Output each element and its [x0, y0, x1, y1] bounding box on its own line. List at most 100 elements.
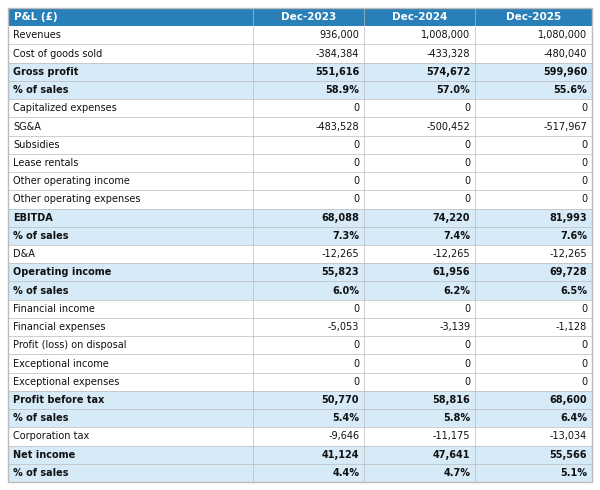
Text: -11,175: -11,175 — [433, 431, 470, 441]
Text: 1,008,000: 1,008,000 — [421, 30, 470, 40]
Text: 6.2%: 6.2% — [443, 286, 470, 295]
Text: Dec-2025: Dec-2025 — [506, 12, 561, 22]
Bar — [8, 372, 592, 391]
Text: 0: 0 — [581, 140, 587, 150]
Text: Financial expenses: Financial expenses — [13, 322, 106, 332]
Text: Dec-2024: Dec-2024 — [392, 12, 448, 22]
Text: 0: 0 — [464, 359, 470, 368]
Bar — [8, 190, 592, 209]
Text: 4.4%: 4.4% — [332, 468, 359, 478]
Text: 7.4%: 7.4% — [443, 231, 470, 241]
Text: 0: 0 — [464, 377, 470, 387]
Text: 5.4%: 5.4% — [332, 413, 359, 423]
Text: 599,960: 599,960 — [543, 67, 587, 77]
Text: 81,993: 81,993 — [550, 213, 587, 222]
Bar — [8, 336, 592, 354]
Text: 6.5%: 6.5% — [560, 286, 587, 295]
Text: 6.0%: 6.0% — [332, 286, 359, 295]
Text: 0: 0 — [353, 158, 359, 168]
Bar — [364, 8, 475, 26]
Text: Exceptional income: Exceptional income — [13, 359, 109, 368]
Bar — [8, 427, 592, 445]
Text: 0: 0 — [464, 158, 470, 168]
Bar — [8, 354, 592, 372]
Bar — [8, 300, 592, 318]
Text: EBITDA: EBITDA — [13, 213, 53, 222]
Text: 0: 0 — [464, 195, 470, 204]
Bar — [8, 26, 592, 45]
Text: 0: 0 — [464, 176, 470, 186]
Text: 0: 0 — [464, 340, 470, 350]
Bar — [8, 8, 253, 26]
Text: -483,528: -483,528 — [316, 122, 359, 131]
Bar — [8, 154, 592, 172]
Text: 0: 0 — [581, 195, 587, 204]
Text: 0: 0 — [464, 304, 470, 314]
Text: -433,328: -433,328 — [427, 49, 470, 59]
Text: -12,265: -12,265 — [433, 249, 470, 259]
Text: -480,040: -480,040 — [544, 49, 587, 59]
Text: 0: 0 — [581, 340, 587, 350]
Text: -5,053: -5,053 — [328, 322, 359, 332]
Text: % of sales: % of sales — [13, 286, 68, 295]
Text: % of sales: % of sales — [13, 413, 68, 423]
Text: Profit before tax: Profit before tax — [13, 395, 104, 405]
Text: 0: 0 — [353, 103, 359, 113]
Text: 58.9%: 58.9% — [325, 85, 359, 95]
Text: Dec-2023: Dec-2023 — [281, 12, 337, 22]
Text: Other operating expenses: Other operating expenses — [13, 195, 140, 204]
Text: % of sales: % of sales — [13, 85, 68, 95]
Text: Operating income: Operating income — [13, 268, 112, 277]
Text: 0: 0 — [353, 359, 359, 368]
Text: 68,600: 68,600 — [550, 395, 587, 405]
Text: -12,265: -12,265 — [322, 249, 359, 259]
Text: -3,139: -3,139 — [439, 322, 470, 332]
Text: 0: 0 — [353, 340, 359, 350]
Text: -384,384: -384,384 — [316, 49, 359, 59]
Text: Corporation tax: Corporation tax — [13, 431, 89, 441]
Text: Subsidies: Subsidies — [13, 140, 59, 150]
Text: 58,816: 58,816 — [433, 395, 470, 405]
Text: -9,646: -9,646 — [328, 431, 359, 441]
Text: 61,956: 61,956 — [433, 268, 470, 277]
Text: -500,452: -500,452 — [427, 122, 470, 131]
Text: Exceptional expenses: Exceptional expenses — [13, 377, 119, 387]
Bar — [8, 172, 592, 190]
Bar — [8, 45, 592, 63]
Text: 0: 0 — [464, 103, 470, 113]
Bar — [8, 63, 592, 81]
Text: 68,088: 68,088 — [322, 213, 359, 222]
Text: 47,641: 47,641 — [433, 450, 470, 460]
Text: 5.8%: 5.8% — [443, 413, 470, 423]
Text: 0: 0 — [581, 359, 587, 368]
Text: 4.7%: 4.7% — [443, 468, 470, 478]
Bar — [475, 8, 592, 26]
Text: 55.6%: 55.6% — [553, 85, 587, 95]
Text: -12,265: -12,265 — [550, 249, 587, 259]
Bar — [8, 263, 592, 281]
Text: 551,616: 551,616 — [315, 67, 359, 77]
Text: P&L (£): P&L (£) — [14, 12, 58, 22]
Text: 0: 0 — [464, 140, 470, 150]
Text: Financial income: Financial income — [13, 304, 95, 314]
Text: -1,128: -1,128 — [556, 322, 587, 332]
Text: % of sales: % of sales — [13, 231, 68, 241]
Text: 574,672: 574,672 — [426, 67, 470, 77]
Text: Net income: Net income — [13, 450, 75, 460]
Bar — [8, 136, 592, 154]
Text: 0: 0 — [581, 103, 587, 113]
Text: 7.6%: 7.6% — [560, 231, 587, 241]
Text: 74,220: 74,220 — [433, 213, 470, 222]
Text: Revenues: Revenues — [13, 30, 61, 40]
Text: 0: 0 — [581, 377, 587, 387]
Bar — [8, 281, 592, 300]
Text: 0: 0 — [353, 377, 359, 387]
Bar — [253, 8, 364, 26]
Bar — [8, 409, 592, 427]
Bar — [8, 318, 592, 336]
Text: 0: 0 — [353, 140, 359, 150]
Text: 0: 0 — [581, 176, 587, 186]
Bar — [8, 99, 592, 118]
Bar — [8, 209, 592, 227]
Text: 5.1%: 5.1% — [560, 468, 587, 478]
